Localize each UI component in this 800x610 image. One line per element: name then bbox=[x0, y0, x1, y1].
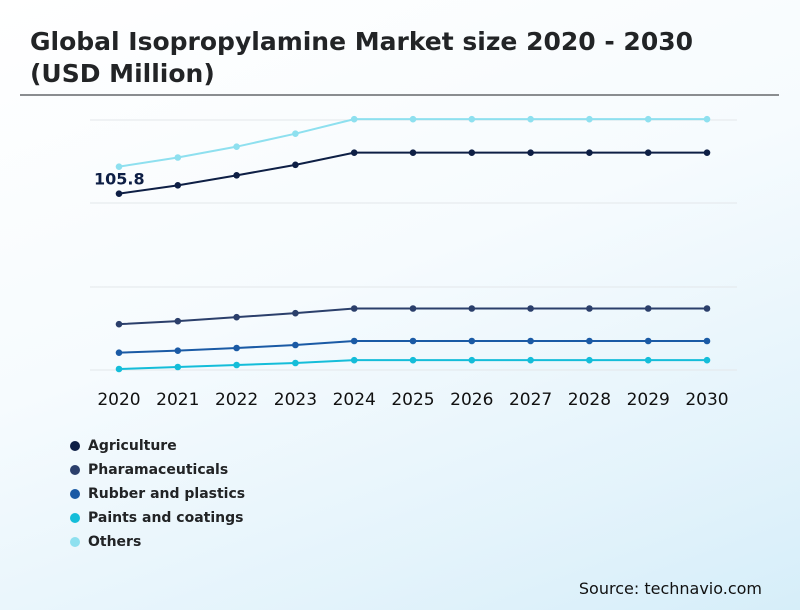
x-tick-label: 2024 bbox=[333, 390, 376, 410]
series-5-point bbox=[527, 115, 534, 123]
series-3-point bbox=[174, 347, 182, 354]
series-1-point bbox=[527, 149, 534, 156]
series-1-point bbox=[586, 149, 593, 156]
series-1-point bbox=[468, 149, 476, 156]
legend-item: Agriculture bbox=[70, 434, 245, 458]
series-3-point bbox=[527, 337, 534, 345]
series-3-point bbox=[350, 337, 358, 345]
series-1-point bbox=[703, 149, 711, 156]
title-divider bbox=[20, 94, 779, 96]
source-note: Source: technavio.com bbox=[578, 579, 762, 598]
series-2-point bbox=[350, 305, 358, 312]
series-4-point bbox=[703, 356, 711, 364]
series-2-point bbox=[292, 309, 299, 317]
series-3-point bbox=[292, 341, 299, 349]
series-4-point bbox=[292, 359, 299, 367]
series-4-point bbox=[350, 356, 358, 364]
series-5-point bbox=[233, 143, 240, 150]
series-4-point bbox=[174, 363, 182, 371]
legend-swatch bbox=[70, 441, 80, 451]
series-4-point bbox=[233, 361, 240, 369]
series-2-point bbox=[409, 305, 417, 312]
series-2-point bbox=[644, 305, 652, 312]
series-1-point bbox=[409, 149, 417, 156]
series-4-point bbox=[527, 356, 534, 364]
series-5-point bbox=[468, 115, 476, 123]
series-5-point bbox=[115, 163, 123, 170]
series-2-point bbox=[586, 305, 593, 312]
series-3-point bbox=[586, 337, 593, 345]
series-2-point bbox=[703, 305, 711, 312]
series-line-1 bbox=[118, 151, 707, 195]
series-3-point bbox=[703, 337, 711, 345]
series-2-point bbox=[115, 320, 123, 328]
series-3-point bbox=[409, 337, 417, 345]
chart-legend: Agriculture Pharamaceuticals Rubber and pl… bbox=[70, 434, 245, 554]
legend-label: Paints and coatings bbox=[88, 510, 244, 526]
legend-swatch bbox=[70, 489, 80, 499]
legend-label: Rubber and plastics bbox=[88, 486, 246, 502]
series-5-point bbox=[292, 130, 299, 137]
x-tick-label: 2030 bbox=[685, 390, 728, 410]
series-5-point bbox=[644, 115, 652, 123]
x-tick-label: 2023 bbox=[274, 390, 317, 410]
series-2-point bbox=[174, 317, 182, 325]
series-2-point bbox=[527, 305, 534, 312]
x-tick-label: 2029 bbox=[627, 390, 670, 410]
series-1-point bbox=[292, 161, 299, 169]
series-5-point bbox=[174, 154, 182, 161]
legend-label: Others bbox=[88, 534, 142, 550]
series-3-point bbox=[644, 337, 652, 345]
x-tick-label: 2027 bbox=[509, 390, 552, 410]
series-1-point bbox=[115, 190, 123, 197]
x-tick-label: 2025 bbox=[391, 390, 434, 410]
legend-item: Others bbox=[70, 530, 245, 554]
legend-item: Rubber and plastics bbox=[70, 482, 245, 506]
chart-title: Global Isopropylamine Market size 2020 -… bbox=[30, 27, 694, 88]
series-3-point bbox=[115, 349, 123, 356]
x-tick-label: 2028 bbox=[568, 390, 611, 410]
series-2-point bbox=[468, 305, 476, 312]
series-4-point bbox=[468, 356, 476, 364]
x-tick-label: 2020 bbox=[97, 390, 140, 410]
series-5-point bbox=[703, 115, 711, 123]
series-5-point bbox=[409, 115, 417, 123]
series-line-5 bbox=[118, 118, 707, 168]
series-1-point bbox=[644, 149, 652, 156]
legend-swatch bbox=[70, 537, 80, 547]
series-1-point bbox=[233, 172, 240, 179]
legend-swatch bbox=[70, 513, 80, 523]
series-1-point bbox=[174, 182, 182, 189]
series-5-point bbox=[586, 115, 593, 123]
legend-item: Pharamaceuticals bbox=[70, 458, 245, 482]
legend-item: Paints and coatings bbox=[70, 506, 245, 530]
series-4-point bbox=[409, 356, 417, 364]
series-1-point bbox=[350, 149, 358, 156]
x-tick-label: 2026 bbox=[450, 390, 493, 410]
series-2-point bbox=[233, 313, 240, 321]
line-chart: 2020 2021 2022 2023 2024 2025 2026 2027 2028 2029… bbox=[90, 115, 737, 410]
data-label: 105.8 bbox=[94, 170, 145, 189]
series-4-point bbox=[115, 365, 123, 373]
legend-label: Agriculture bbox=[88, 438, 177, 454]
legend-swatch bbox=[70, 465, 80, 475]
series-4-point bbox=[586, 356, 593, 364]
series-5-point bbox=[350, 115, 358, 123]
legend-label: Pharamaceuticals bbox=[88, 462, 229, 478]
series-3-point bbox=[468, 337, 476, 345]
series-3-point bbox=[233, 344, 240, 352]
series-4-point bbox=[644, 356, 652, 364]
x-tick-label: 2021 bbox=[156, 390, 199, 410]
x-tick-label: 2022 bbox=[215, 390, 258, 410]
